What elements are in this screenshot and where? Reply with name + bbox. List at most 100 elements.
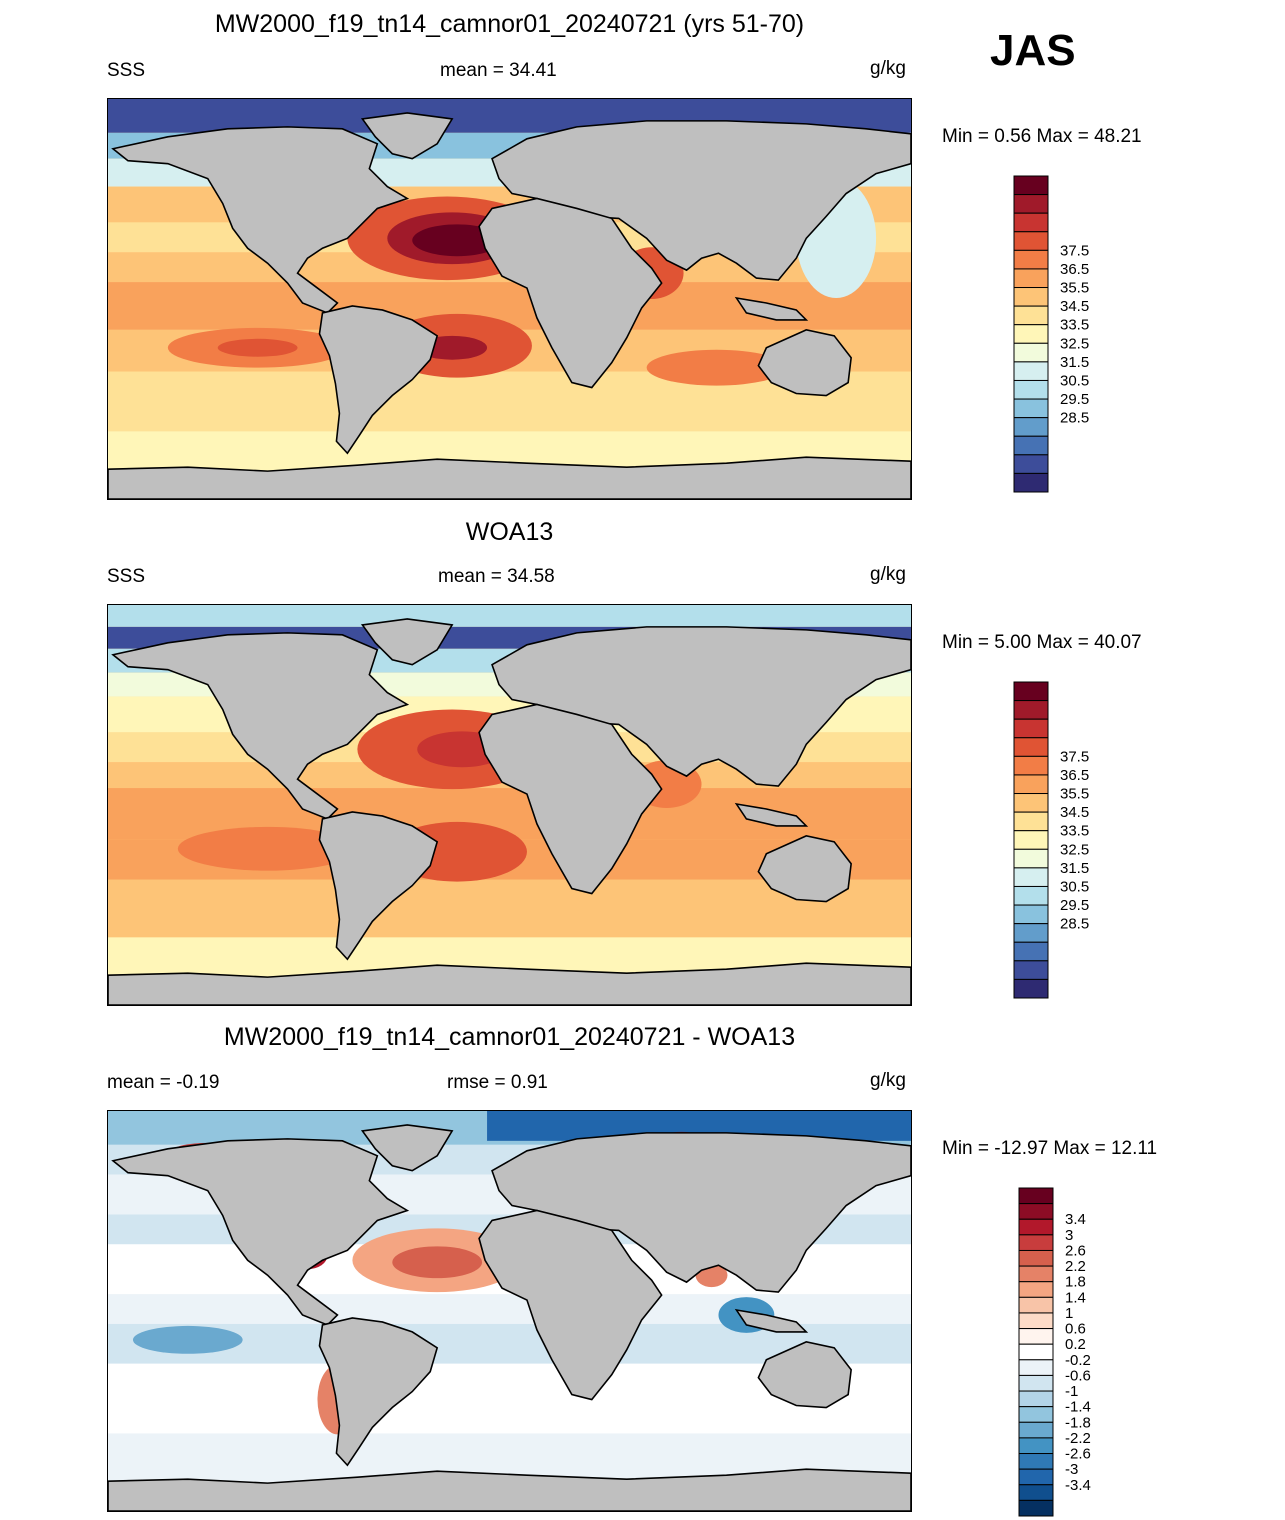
panel2-colorbar-tick-label: 37.5 bbox=[1060, 748, 1089, 765]
panel1-map bbox=[107, 98, 912, 500]
panel3-colorbar-box bbox=[1018, 1374, 1054, 1392]
panel3-colorbar-box bbox=[1018, 1312, 1054, 1330]
panel3-colorbar-box bbox=[1018, 1249, 1054, 1267]
panel3-colorbar-tick-label: 0.6 bbox=[1065, 1321, 1086, 1338]
panel1-mean-label: mean = 34.41 bbox=[440, 60, 557, 81]
panel1-colorbar-box bbox=[1013, 324, 1049, 344]
panel1-colorbar-tick-label: 31.5 bbox=[1060, 354, 1089, 371]
panel2-units-label: g/kg bbox=[870, 564, 906, 585]
panel2-colorbar-box bbox=[1013, 848, 1049, 869]
panel2-colorbar-box bbox=[1013, 960, 1049, 980]
panel2-colorbar: 37.5 36.5 35.5 34.5 33.5 32.5 31.5 30.5 29.5 28.5 bbox=[1013, 681, 1134, 1002]
panel1-colorbar-box bbox=[1013, 361, 1049, 381]
panel1-colorbar-box bbox=[1013, 379, 1049, 400]
panel3-colorbar-box bbox=[1018, 1453, 1054, 1470]
panel1-colorbar-svg: 37.5 36.5 35.534.5 33.532.5 31.530.5 29.5 28.5 bbox=[1013, 175, 1089, 493]
panel3-map-svg bbox=[108, 1111, 911, 1511]
panel2-colorbar-tick-label: 32.5 bbox=[1060, 841, 1089, 858]
panel1-colorbar-box bbox=[1013, 231, 1049, 251]
panel3-colorbar-tick-label: 1.4 bbox=[1065, 1289, 1086, 1306]
panel1-minmax-label: Min = 0.56 Max = 48.21 bbox=[942, 126, 1142, 147]
panel3-colorbar-box bbox=[1018, 1468, 1054, 1486]
panel1-colorbar-box bbox=[1013, 305, 1049, 326]
panel1-colorbar-tick-label: 35.5 bbox=[1060, 280, 1089, 297]
panel1-colorbar-tick-label: 33.5 bbox=[1060, 317, 1089, 334]
panel3-colorbar-tick-label: -1.4 bbox=[1065, 1399, 1091, 1416]
panel1-units-label: g/kg bbox=[870, 58, 906, 79]
panel3-map bbox=[107, 1110, 912, 1512]
panel2-colorbar-tick-label: 35.5 bbox=[1060, 786, 1089, 803]
panel2-colorbar-box bbox=[1013, 867, 1049, 887]
panel2-colorbar-tick-label: 34.5 bbox=[1060, 804, 1089, 821]
panel3-colorbar: 3.4 3 2.6 2.2 1.8 1.4 1 0.6 0.2 -0.2 -0.6 -1 -1.4 -1.… bbox=[1018, 1187, 1139, 1520]
panel2-colorbar-box bbox=[1013, 885, 1049, 906]
panel3-colorbar-box bbox=[1018, 1296, 1054, 1314]
panel1-colorbar-box bbox=[1013, 249, 1049, 270]
panel1-colorbar-box bbox=[1013, 435, 1049, 456]
panel3-colorbar-tick-label: -2.2 bbox=[1065, 1430, 1091, 1447]
panel3-colorbar-tick-label: 0.2 bbox=[1065, 1336, 1086, 1353]
panel3-colorbar-box bbox=[1018, 1437, 1054, 1455]
panel2-colorbar-box bbox=[1013, 811, 1049, 832]
panel2-colorbar-svg: 37.5 36.5 35.534.5 33.532.5 31.530.5 29.5 28.5 bbox=[1013, 681, 1089, 999]
panel2-colorbar-tick-label: 36.5 bbox=[1060, 767, 1089, 784]
panel2-colorbar-box bbox=[1013, 904, 1049, 925]
panel3-colorbar-tick-label: 2.2 bbox=[1065, 1258, 1086, 1275]
panel2-colorbar-tick-label: 29.5 bbox=[1060, 897, 1089, 914]
panel3-colorbar-box bbox=[1018, 1187, 1054, 1205]
panel1-colorbar-tick-label: 28.5 bbox=[1060, 410, 1089, 427]
panel3-colorbar-tick-label: -0.6 bbox=[1065, 1367, 1091, 1384]
panel2-map-svg bbox=[108, 605, 911, 1005]
panel2-colorbar-box bbox=[1013, 755, 1049, 776]
panel1-colorbar-box bbox=[1013, 342, 1049, 363]
panel3-colorbar-box bbox=[1018, 1281, 1054, 1298]
panel1-colorbar-box bbox=[1013, 398, 1049, 419]
panel3-colorbar-tick-label: -0.2 bbox=[1065, 1352, 1091, 1369]
panel1-colorbar-box bbox=[1013, 417, 1049, 437]
panel1-colorbar-tick-label: 32.5 bbox=[1060, 335, 1089, 352]
panel2-minmax-label: Min = 5.00 Max = 40.07 bbox=[942, 632, 1142, 653]
panel2-colorbar-tick-label: 33.5 bbox=[1060, 823, 1089, 840]
panel1-colorbar-tick-label: 36.5 bbox=[1060, 261, 1089, 278]
panel2-colorbar-box bbox=[1013, 941, 1049, 962]
panel3-colorbar-tick-label: 1 bbox=[1065, 1305, 1073, 1322]
panel1-colorbar-box bbox=[1013, 472, 1049, 493]
panel3-colorbar-tick-label: -2.6 bbox=[1065, 1446, 1091, 1463]
panel1-title: MW2000_f19_tn14_camnor01_20240721 (yrs 5… bbox=[214, 10, 805, 38]
panel3-colorbar-box bbox=[1018, 1203, 1054, 1220]
panel3-colorbar-box bbox=[1018, 1328, 1054, 1345]
panel2-colorbar-box bbox=[1013, 978, 1049, 999]
panel1-colorbar-tick-label: 34.5 bbox=[1060, 298, 1089, 315]
panel3-colorbar-tick-label: -3 bbox=[1065, 1461, 1078, 1478]
panel2-colorbar-tick-label: 28.5 bbox=[1060, 916, 1089, 933]
panel3-colorbar-tick-label: -3.4 bbox=[1065, 1477, 1091, 1494]
panel1-colorbar-box bbox=[1013, 212, 1049, 233]
panel3-colorbar-box bbox=[1018, 1484, 1054, 1501]
panel3-colorbar-tick-label: 1.8 bbox=[1065, 1274, 1086, 1291]
panel2-title: WOA13 bbox=[465, 518, 554, 546]
panel3-colorbar-box bbox=[1018, 1234, 1054, 1251]
season-label: JAS bbox=[990, 26, 1076, 75]
panel1-colorbar-tick-label: 29.5 bbox=[1060, 391, 1089, 408]
panel3-colorbar-box bbox=[1018, 1343, 1054, 1361]
panel2-variable-label: SSS bbox=[107, 566, 146, 587]
panel3-colorbar-box bbox=[1018, 1265, 1054, 1283]
panel1-colorbar-tick-label: 37.5 bbox=[1060, 242, 1089, 259]
panel1-variable-label: SSS bbox=[107, 60, 146, 81]
panel3-colorbar-tick-label: 3 bbox=[1065, 1227, 1073, 1244]
panel2-colorbar-box bbox=[1013, 737, 1049, 757]
panel3-colorbar-box bbox=[1018, 1499, 1054, 1517]
panel2-colorbar-box bbox=[1013, 793, 1049, 813]
panel3-colorbar-box bbox=[1018, 1218, 1054, 1236]
panel3-colorbar-box bbox=[1018, 1390, 1054, 1408]
panel3-colorbar-box bbox=[1018, 1359, 1054, 1376]
panel3-mean-label: mean = -0.19 bbox=[107, 1072, 220, 1093]
panel2-colorbar-box bbox=[1013, 718, 1049, 739]
panel2-colorbar-tick-label: 31.5 bbox=[1060, 860, 1089, 877]
panel3-units-label: g/kg bbox=[870, 1070, 906, 1091]
panel3-rmse-label: rmse = 0.91 bbox=[447, 1072, 548, 1093]
panel2-colorbar-box bbox=[1013, 681, 1049, 702]
panel2-colorbar-box bbox=[1013, 830, 1049, 850]
panel1-colorbar-tick-label: 30.5 bbox=[1060, 372, 1089, 389]
panel3-colorbar-svg: 3.432.62.21.81.410.60.2-0.2-0.6-1-1.4-1.… bbox=[1018, 1187, 1091, 1517]
